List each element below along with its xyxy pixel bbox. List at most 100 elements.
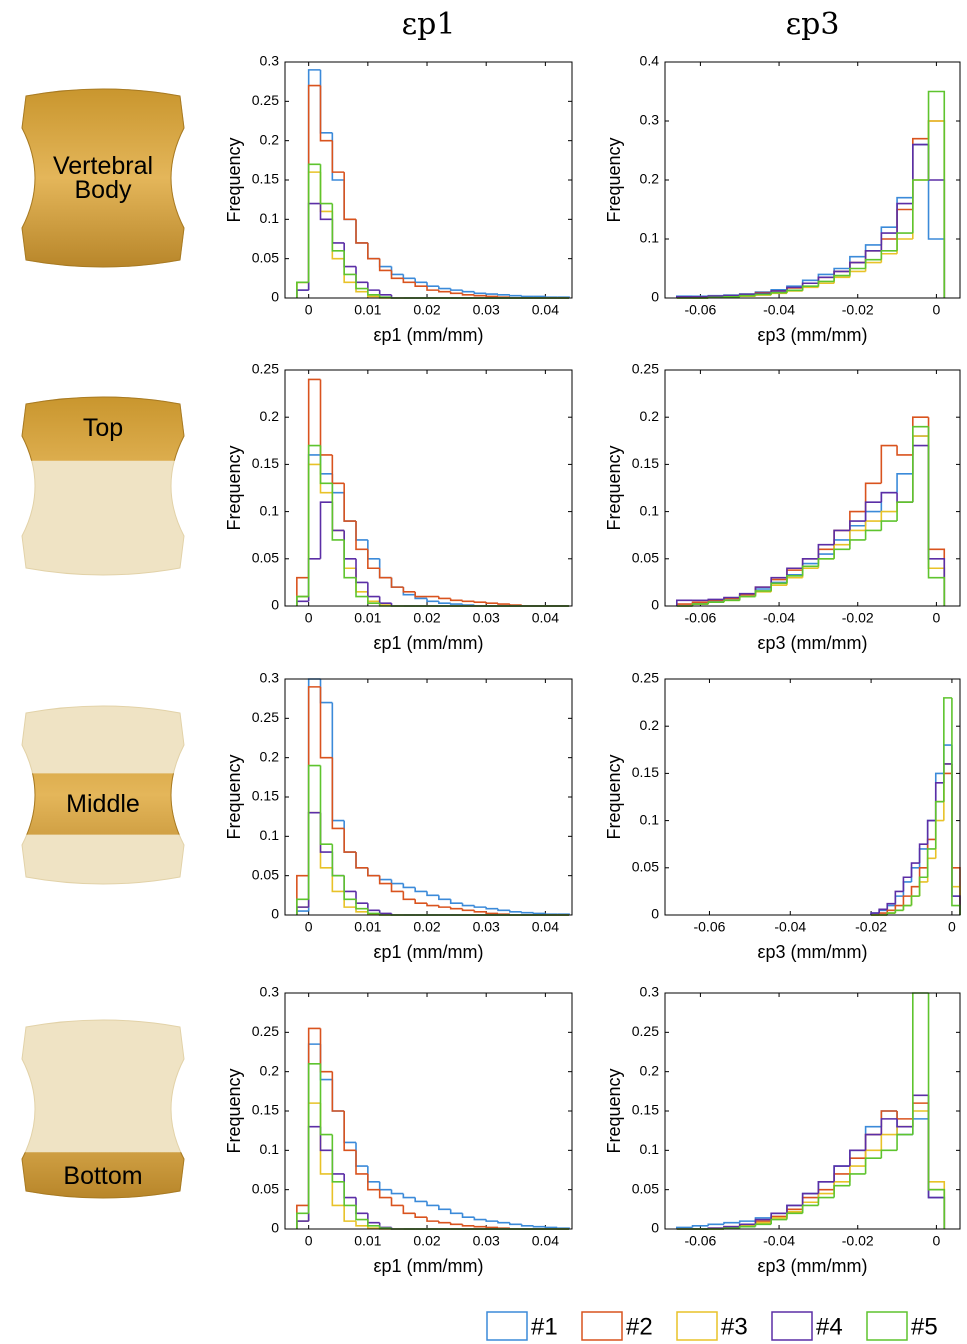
x-tick-label: 0.03	[473, 610, 500, 626]
histogram-bin	[319, 1126, 333, 1152]
histogram-bin	[801, 1204, 819, 1214]
histogram-bin	[473, 905, 487, 908]
vertebra-highlight	[21, 88, 185, 268]
histogram-bin	[801, 565, 819, 576]
histogram-bin	[849, 267, 866, 276]
histogram-bin	[864, 1125, 882, 1151]
histogram-bin	[343, 539, 357, 579]
x-tick-label: 0	[933, 302, 941, 318]
histogram-bin	[951, 697, 961, 915]
histogram-bin	[473, 294, 487, 297]
vertebra-highlight	[21, 1152, 185, 1199]
histogram-bin	[449, 899, 463, 904]
histogram-bin	[473, 291, 487, 295]
histogram-bin	[754, 293, 772, 296]
histogram-bin	[378, 875, 392, 885]
axes-frame	[664, 61, 961, 299]
histogram-bin	[296, 1220, 309, 1229]
histogram-bin	[355, 899, 368, 910]
histogram-bin	[331, 483, 345, 541]
legend-swatch	[676, 1311, 718, 1341]
y-tick-label: 0.15	[632, 455, 659, 471]
histogram-bin	[331, 1150, 345, 1175]
histogram-bin	[367, 582, 380, 598]
x-tick-label: -0.02	[855, 919, 887, 935]
histogram-bin	[723, 596, 740, 600]
y-tick-label: 0.1	[260, 502, 280, 518]
histogram-bin	[801, 1196, 819, 1210]
histogram-bin	[307, 444, 321, 597]
histogram-bin	[296, 281, 309, 298]
histogram-bin	[390, 577, 404, 588]
histogram-bin	[355, 1150, 368, 1175]
histogram-bin	[910, 862, 920, 878]
legend-label: #5	[911, 1313, 938, 1340]
histogram-bin	[864, 482, 882, 512]
histogram-bin	[367, 539, 380, 560]
histogram-bin	[485, 911, 499, 915]
histogram-bin	[414, 282, 428, 287]
histogram-bin	[307, 1043, 321, 1222]
histogram-bin	[414, 1197, 428, 1203]
y-tick-label: 0	[271, 597, 279, 613]
histogram-bin	[438, 1205, 451, 1211]
x-tick-label: -0.04	[763, 1233, 795, 1249]
histogram-bin	[707, 601, 724, 605]
histogram-bin	[902, 895, 912, 906]
x-tick-label: 0	[305, 302, 313, 318]
x-axis-label: εp3 (mm/mm)	[757, 942, 867, 962]
x-axis-label: εp1 (mm/mm)	[373, 633, 483, 653]
x-tick-label: 0.03	[473, 919, 500, 935]
histogram-bin	[402, 883, 416, 889]
histogram-bin	[331, 203, 345, 252]
histogram-bin	[910, 885, 920, 897]
histogram-bin	[770, 1218, 787, 1225]
x-axis-label: εp1 (mm/mm)	[373, 942, 483, 962]
histogram-bin	[367, 282, 380, 291]
histogram-bin	[943, 744, 952, 774]
histogram-bin	[849, 524, 866, 540]
histogram-bin	[461, 293, 475, 296]
histogram-bin	[786, 1204, 803, 1214]
y-tick-label: 0.05	[252, 550, 279, 566]
histogram-bin	[355, 266, 368, 284]
histogram-bin	[319, 812, 333, 853]
y-tick-label: 0.2	[260, 1062, 280, 1078]
vertebra-highlight	[21, 396, 185, 461]
histogram-bin	[449, 1222, 463, 1226]
histogram-bin	[926, 857, 936, 882]
histogram-bin	[817, 558, 835, 567]
y-tick-label: 0.1	[260, 1141, 280, 1157]
y-tick-label: 0.1	[640, 811, 660, 827]
histogram-bin	[801, 1192, 819, 1206]
histogram-bin	[926, 819, 936, 845]
axes-frame	[284, 992, 573, 1230]
histogram-bin	[367, 549, 380, 570]
histogram-bin	[367, 242, 380, 260]
histogram-bin	[319, 379, 333, 456]
y-axis-label: Frequency	[604, 445, 624, 530]
histogram-bin	[307, 1102, 321, 1222]
histogram-bin	[485, 1226, 499, 1229]
histogram-bin	[307, 764, 321, 900]
histogram-bin	[461, 908, 475, 912]
histogram-bin	[319, 172, 333, 213]
histogram-bin	[894, 904, 904, 911]
histogram-bin	[473, 1225, 487, 1228]
histogram-bin	[894, 909, 904, 914]
histogram-bin	[880, 491, 898, 503]
y-tick-label: 0.25	[252, 709, 279, 725]
histogram-bin	[331, 867, 345, 893]
histogram-bin	[912, 179, 929, 234]
histogram-bin	[307, 69, 321, 291]
histogram-bin	[902, 881, 912, 897]
histogram-bin	[770, 1212, 787, 1220]
histogram-bin	[390, 883, 404, 893]
histogram-bin	[927, 1103, 946, 1229]
histogram-bin	[849, 261, 866, 272]
histogram-bin	[414, 887, 428, 893]
histogram-bin	[319, 1044, 333, 1081]
x-tick-label: -0.02	[842, 610, 874, 626]
histogram-bin	[951, 773, 961, 915]
histogram-bin	[849, 270, 866, 278]
